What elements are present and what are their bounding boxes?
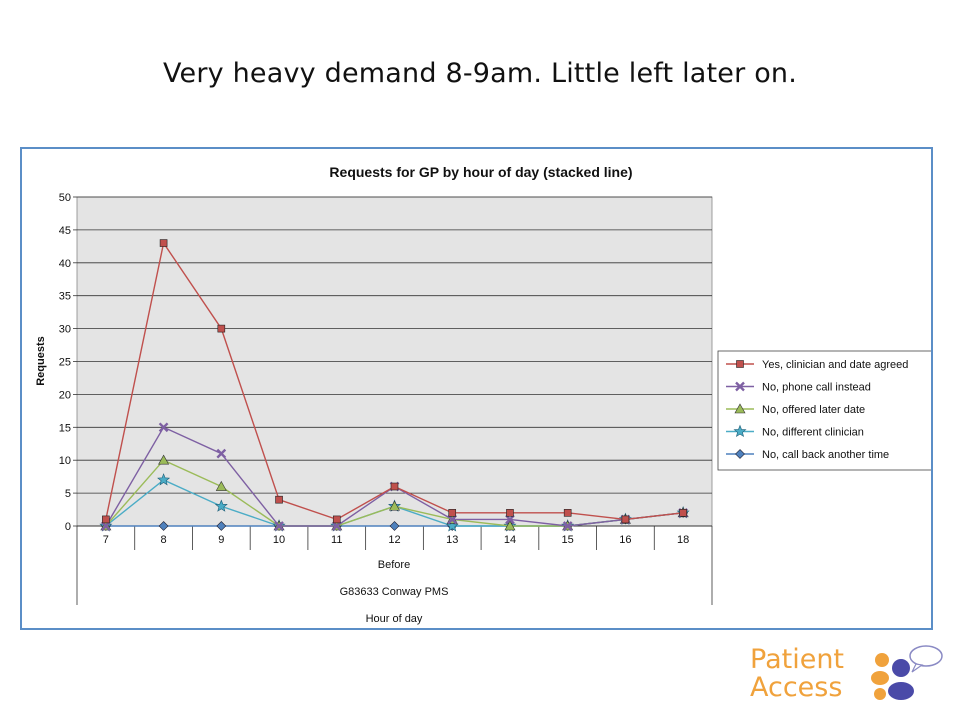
- data-point: [621, 515, 630, 524]
- y-tick-label: 20: [59, 389, 71, 401]
- y-tick-label: 10: [59, 455, 71, 467]
- y-tick-label: 45: [59, 225, 71, 237]
- data-point: [158, 521, 169, 531]
- y-tick-label: 30: [59, 324, 71, 336]
- y-tick-label: 15: [59, 422, 71, 434]
- data-point: [101, 521, 111, 531]
- data-point: [216, 448, 227, 459]
- category-group-label: Before: [378, 559, 410, 571]
- data-point: [505, 514, 515, 525]
- data-point: [331, 521, 342, 531]
- data-point: [215, 480, 227, 491]
- legend-label: No, phone call instead: [762, 382, 871, 394]
- y-tick-label: 25: [59, 357, 71, 369]
- legend-marker: [734, 403, 746, 414]
- slide-title: Very heavy demand 8-9am. Little left lat…: [162, 58, 798, 89]
- x-tick-label: 8: [161, 534, 167, 546]
- legend-marker: [735, 449, 745, 459]
- x-tick-label: 11: [331, 534, 342, 546]
- x-tick-label: 15: [562, 534, 574, 546]
- legend-label: No, offered later date: [762, 404, 865, 416]
- data-point: [158, 454, 170, 465]
- legend-label: No, different clinician: [762, 427, 864, 439]
- logo-line2: Access: [750, 672, 843, 703]
- practice-label: G83633 Conway PMS: [340, 586, 449, 598]
- data-point: [390, 482, 399, 491]
- data-point: [217, 324, 226, 333]
- legend-label: Yes, clinician and date agreed: [762, 359, 908, 371]
- data-point: [504, 520, 516, 531]
- data-point: [332, 515, 341, 524]
- legend: [717, 350, 931, 471]
- data-point: [448, 509, 457, 517]
- data-point: [447, 514, 458, 525]
- data-point: [388, 500, 401, 511]
- data-point: [445, 519, 459, 532]
- data-point: [158, 422, 169, 433]
- x-tick-label: 10: [273, 534, 285, 546]
- x-tick-label: 7: [103, 534, 109, 546]
- chart-title: Requests for GP by hour of day (stacked …: [329, 164, 632, 180]
- data-point: [214, 499, 228, 512]
- data-point: [157, 473, 171, 486]
- x-tick-label: 18: [677, 534, 689, 546]
- patient-access-logo: Patient Access: [750, 644, 950, 714]
- legend-marker: [736, 360, 744, 368]
- y-tick-label: 5: [65, 488, 71, 500]
- y-tick-label: 35: [59, 291, 71, 303]
- data-point: [562, 521, 573, 531]
- x-axis-label: Hour of day: [366, 613, 423, 625]
- data-point: [102, 515, 110, 524]
- data-point: [679, 509, 687, 517]
- data-point: [389, 521, 400, 531]
- legend-marker: [733, 424, 747, 438]
- data-point: [159, 239, 168, 247]
- data-point: [563, 509, 572, 517]
- y-tick-label: 50: [59, 192, 71, 204]
- x-tick-label: 12: [388, 534, 400, 546]
- line-chart: 0 5 10 15 20 25 30 35 40 45 50 7 8 9 10 11 12 13 14 15 16 18 Y…: [35, 164, 931, 625]
- y-axis-label: Requests: [35, 336, 47, 386]
- data-point: [216, 521, 227, 531]
- data-point: [275, 495, 283, 504]
- data-point: [506, 509, 514, 517]
- chart-frame: 0 5 10 15 20 25 30 35 40 45 50 7 8 9 10 11 12 13 14 15 16 18 Y…: [20, 147, 933, 630]
- x-tick-label: 9: [218, 534, 224, 546]
- data-point: [274, 521, 284, 531]
- x-tick-label: 14: [504, 534, 516, 546]
- x-tick-label: 16: [619, 534, 631, 546]
- x-tick-label: 13: [446, 534, 458, 546]
- logo-line1: Patient: [750, 644, 845, 675]
- logo-people-icon: [871, 645, 943, 700]
- legend-label: No, call back another time: [762, 449, 889, 461]
- y-tick-label: 0: [65, 521, 71, 533]
- legend-marker: [735, 381, 745, 392]
- y-tick-label: 40: [59, 258, 71, 270]
